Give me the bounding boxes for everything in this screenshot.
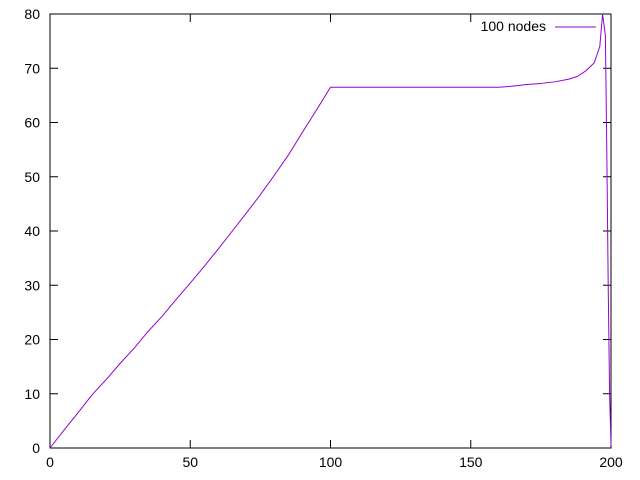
y-tick-label: 20 xyxy=(24,332,40,348)
x-tick-label: 150 xyxy=(459,454,483,470)
y-tick-label: 60 xyxy=(24,115,40,131)
y-tick-label: 0 xyxy=(32,440,40,456)
axis-ticks: 0 50 100 150 200 0 10 20 30 40 50 60 70 80 xyxy=(24,6,622,470)
y-tick-label: 40 xyxy=(24,223,40,239)
y-tick-label: 50 xyxy=(24,169,40,185)
legend-label: 100 nodes xyxy=(481,18,546,34)
y-tick-label: 10 xyxy=(24,386,40,402)
x-tick-label: 0 xyxy=(46,454,54,470)
series-group xyxy=(49,13,612,449)
x-tick-label: 100 xyxy=(319,454,343,470)
plot-frame xyxy=(49,13,612,449)
x-tick-label: 50 xyxy=(182,454,198,470)
y-tick-label: 70 xyxy=(24,60,40,76)
legend: 100 nodes xyxy=(481,18,596,34)
y-tick-label: 30 xyxy=(24,277,40,293)
x-tick-label: 200 xyxy=(599,454,623,470)
y-tick-label: 80 xyxy=(24,6,40,22)
series-line-0 xyxy=(49,13,612,449)
